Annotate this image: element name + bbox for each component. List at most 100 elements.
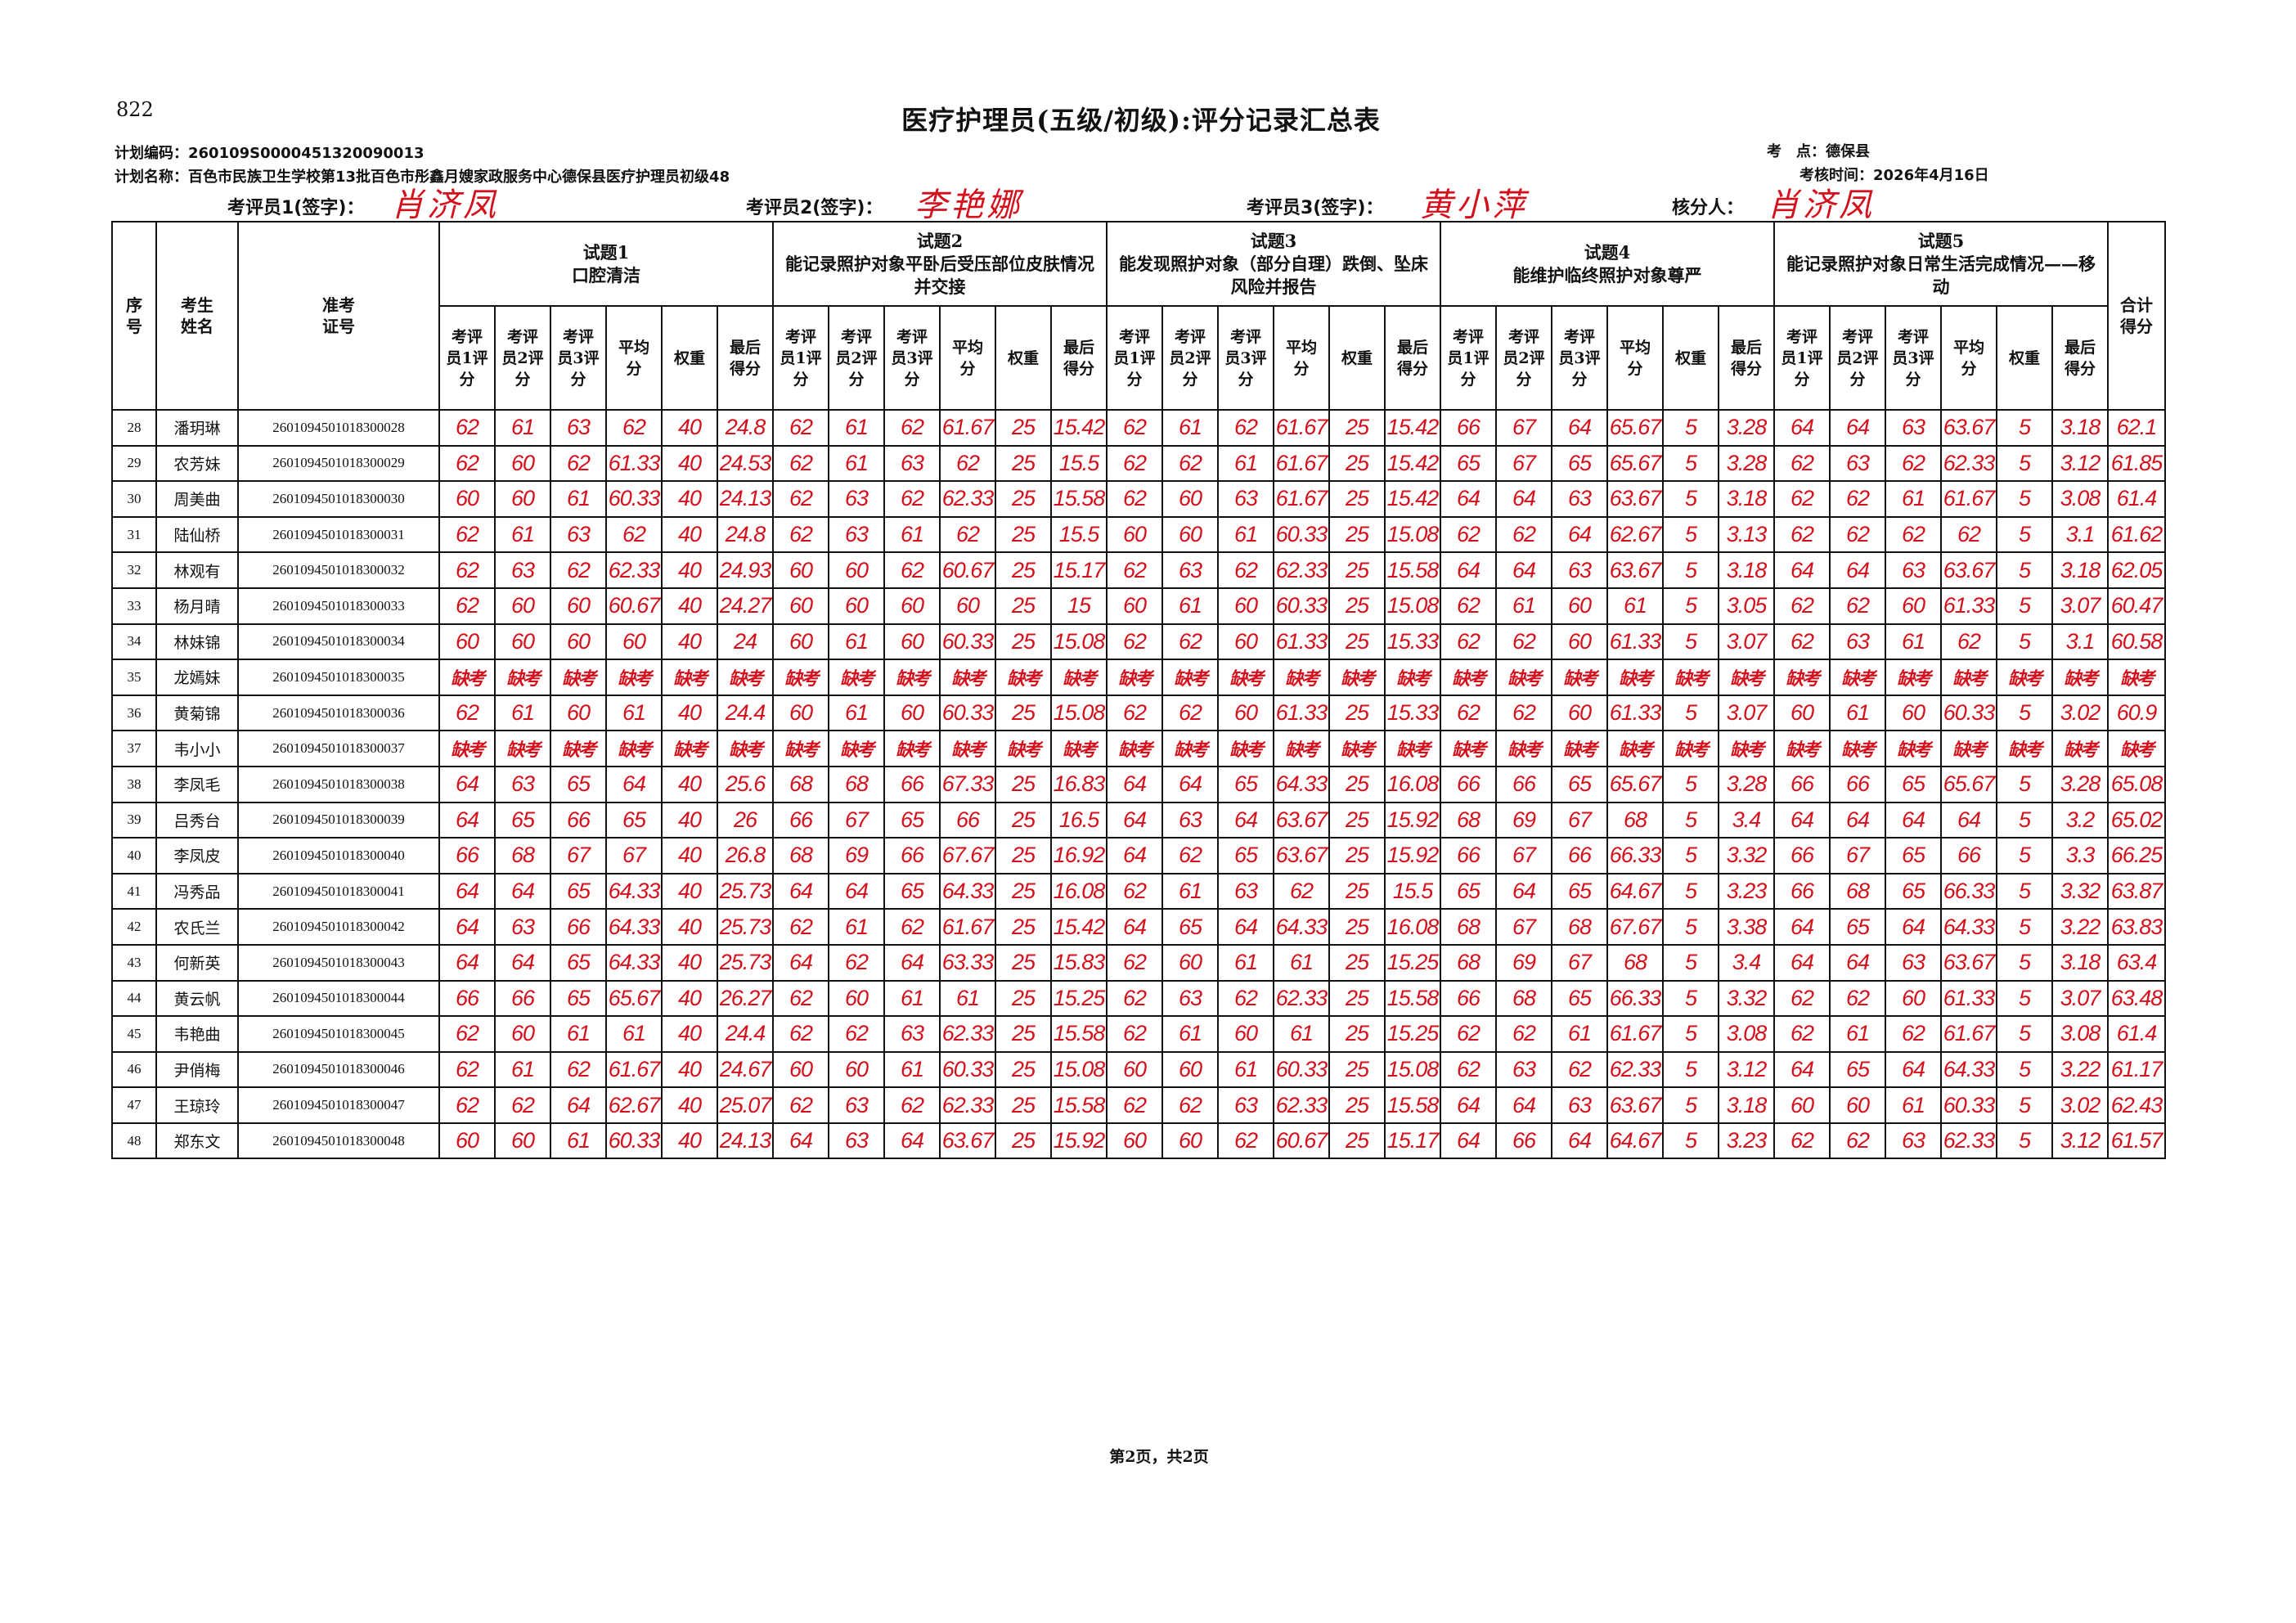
score-cell: 62 (1829, 979, 1886, 1018)
score-cell: 65 (883, 801, 941, 839)
score-cell: 5 (1662, 979, 1719, 1018)
score-cell: 60 (1217, 694, 1274, 732)
score-cell: 40 (661, 872, 718, 910)
total-score: 63.48 (2107, 979, 2166, 1018)
score-cell: 3.28 (1718, 409, 1775, 447)
score-cell: 62 (1440, 587, 1497, 625)
absent-mark: 缺考 (438, 730, 496, 767)
score-cell: 25 (1328, 872, 1386, 910)
score-cell: 62 (1940, 515, 1997, 554)
score-cell: 62 (438, 444, 496, 483)
score-cell: 62 (1161, 837, 1219, 874)
score-cell: 64 (1551, 409, 1608, 447)
score-cell: 5 (1996, 1122, 2053, 1160)
score-cell: 60 (1161, 515, 1219, 554)
absent-mark: 缺考 (2051, 659, 2109, 696)
candidate-id: 2601094501018300047 (237, 1086, 440, 1124)
score-cell: 64 (438, 872, 496, 910)
candidate-id: 2601094501018300031 (237, 515, 440, 554)
candidate-name: 韦小小 (155, 730, 239, 767)
score-cell: 5 (1662, 837, 1719, 874)
score-cell: 62.67 (605, 1086, 663, 1124)
score-cell: 62 (438, 409, 496, 447)
score-cell: 5 (1662, 943, 1719, 982)
score-cell: 15.25 (1384, 1015, 1441, 1053)
table-row: 38 李凤毛 2601094501018300038 64 63 65 64 40 25.6 68… (111, 765, 2166, 803)
score-cell: 5 (1662, 444, 1719, 483)
score-cell: 66.33 (1606, 979, 1664, 1018)
score-cell: 16.5 (1050, 801, 1108, 839)
score-cell: 25 (1328, 1050, 1386, 1089)
score-cell: 68 (828, 765, 885, 803)
score-cell: 64 (1495, 551, 1552, 589)
absent-mark: 缺考 (828, 730, 885, 767)
absent-mark: 缺考 (550, 730, 607, 767)
total-score: 62.1 (2107, 409, 2166, 447)
score-cell: 15.58 (1050, 1015, 1108, 1053)
checker-signature: 肖济凤 (1767, 187, 1875, 224)
candidate-name: 农芳妹 (155, 444, 239, 483)
score-cell: 63 (828, 1086, 885, 1124)
score-cell: 25 (1328, 515, 1386, 554)
absent-mark: 缺考 (1606, 659, 1664, 696)
score-cell: 5 (1996, 872, 2053, 910)
score-cell: 3.13 (1718, 515, 1775, 554)
score-cell: 60 (438, 623, 496, 661)
score-cell: 61 (494, 409, 551, 447)
score-cell: 65 (1829, 1050, 1886, 1089)
score-cell: 61 (1829, 694, 1886, 732)
score-cell: 25 (995, 515, 1052, 554)
score-cell: 60 (1106, 1122, 1163, 1160)
absent-mark: 缺考 (1718, 659, 1775, 696)
header-topic-4: 试题4 能维护临终照护对象尊严 (1440, 221, 1775, 307)
topic-description: 能记录照护对象平卧后受压部位皮肤情况并交接 (785, 253, 1094, 297)
header-topic-2: 试题2 能记录照护对象平卧后受压部位皮肤情况并交接 (772, 221, 1108, 307)
score-cell: 63 (1551, 480, 1608, 518)
plan-code: 计划编码：260109S0000451320090013 (115, 145, 425, 162)
score-cell: 24.4 (717, 694, 774, 732)
table-row: 43 何新英 2601094501018300043 64 64 65 64.33 40 25.… (111, 943, 2166, 982)
absent-mark: 缺考 (1217, 659, 1274, 696)
score-cell: 25 (1328, 551, 1386, 589)
score-cell: 62 (1217, 1122, 1274, 1160)
score-cell: 61 (828, 444, 885, 483)
score-cell: 62 (550, 1050, 607, 1089)
absent-mark: 缺考 (1273, 730, 1330, 767)
topic-description: 能维护临终照护对象尊严 (1512, 264, 1702, 285)
candidate-id: 2601094501018300046 (237, 1050, 440, 1089)
total-score: 63.4 (2107, 943, 2166, 982)
score-cell: 64 (772, 943, 829, 982)
score-cell: 3.32 (1718, 837, 1775, 874)
score-cell: 61.33 (605, 444, 663, 483)
score-cell: 67 (1551, 943, 1608, 982)
score-cell: 61 (883, 515, 941, 554)
score-cell: 3.07 (2051, 979, 2109, 1018)
score-cell: 62 (1217, 979, 1274, 1018)
candidate-name: 龙嫣妹 (155, 659, 239, 696)
score-cell: 65 (550, 979, 607, 1018)
absent-mark: 缺考 (717, 730, 774, 767)
score-cell: 64 (1440, 1086, 1497, 1124)
score-cell: 60.67 (1273, 1122, 1330, 1160)
score-cell: 60 (494, 1122, 551, 1160)
score-cell: 16.08 (1384, 765, 1441, 803)
table-row: 42 农氏兰 2601094501018300042 64 63 66 64.33 40 25.… (111, 908, 2166, 946)
absent-mark: 缺考 (494, 659, 551, 696)
absent-mark: 缺考 (438, 659, 496, 696)
score-cell: 60 (1773, 1086, 1831, 1124)
score-cell: 15 (1050, 587, 1108, 625)
score-cell: 63 (1885, 943, 1942, 982)
score-cell: 15.92 (1384, 801, 1441, 839)
score-cell: 61 (1495, 587, 1552, 625)
score-cell: 60 (550, 623, 607, 661)
score-cell: 61 (1217, 515, 1274, 554)
score-cell: 64 (1106, 801, 1163, 839)
candidate-id: 2601094501018300029 (237, 444, 440, 483)
score-cell: 62 (772, 1015, 829, 1053)
score-cell: 60 (494, 587, 551, 625)
score-cell: 65 (1885, 872, 1942, 910)
score-cell: 61 (1885, 480, 1942, 518)
score-cell: 25 (995, 480, 1052, 518)
score-cell: 5 (1996, 943, 2053, 982)
score-cell: 64 (1161, 765, 1219, 803)
